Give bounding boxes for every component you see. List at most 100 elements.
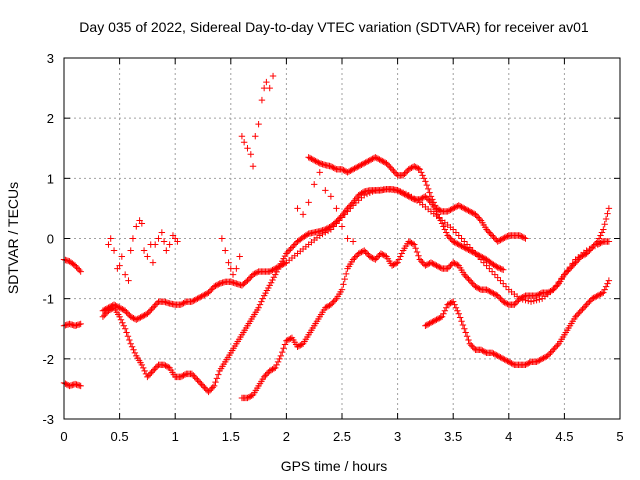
data-point [468, 248, 475, 255]
data-point [123, 329, 130, 336]
data-point [497, 295, 504, 302]
data-point [427, 193, 435, 200]
data-point [434, 205, 442, 213]
x-tick-label: 0 [60, 429, 67, 444]
data-point [266, 268, 273, 275]
data-point [144, 373, 151, 381]
data-point [355, 250, 362, 257]
data-point [582, 302, 589, 310]
data-point [545, 288, 553, 296]
data-point [433, 262, 440, 269]
data-point [338, 286, 346, 293]
data-point [366, 253, 373, 260]
data-point [192, 296, 200, 303]
data-point [347, 202, 354, 209]
data-point [329, 299, 336, 307]
data-point [463, 206, 471, 214]
data-point [266, 84, 273, 92]
data-point [454, 240, 461, 247]
data-point [470, 345, 478, 352]
data-point [584, 299, 592, 307]
data-point [249, 271, 257, 278]
data-point [597, 232, 604, 239]
data-point [215, 371, 222, 378]
data-point [554, 281, 561, 289]
data-point [426, 189, 433, 196]
data-point [552, 283, 560, 290]
data-point [570, 260, 578, 268]
data-point [117, 305, 125, 312]
data-point [455, 202, 462, 209]
data-point [177, 301, 184, 308]
data-point [455, 310, 462, 317]
data-point [440, 310, 447, 317]
data-point [465, 336, 472, 344]
data-point [423, 181, 430, 189]
data-point [312, 157, 319, 165]
data-point [306, 154, 314, 162]
data-point [341, 167, 348, 175]
data-point [165, 363, 172, 371]
data-point [180, 299, 187, 307]
data-point [116, 262, 123, 269]
data-point [472, 250, 479, 257]
data-point [242, 278, 250, 286]
data-point [309, 156, 317, 163]
data-point [462, 329, 469, 336]
data-point [465, 246, 472, 253]
data-point [561, 271, 568, 278]
data-point [494, 274, 501, 281]
data-point [520, 234, 528, 241]
grid-layer [64, 58, 620, 419]
data-point [518, 294, 525, 302]
data-point [591, 241, 599, 248]
data-point [577, 307, 585, 314]
data-point [205, 388, 212, 396]
data-point [445, 300, 453, 308]
data-point [163, 247, 170, 254]
data-point [602, 283, 610, 290]
data-point [313, 158, 321, 165]
data-point [158, 229, 166, 236]
data-point [398, 250, 405, 257]
data-point [117, 316, 125, 323]
data-point [279, 348, 286, 356]
data-point [436, 263, 443, 271]
data-point [589, 295, 596, 302]
data-point [495, 237, 503, 244]
data-point [276, 355, 283, 363]
data-point [452, 229, 460, 236]
data-point [273, 268, 280, 276]
data-point [406, 239, 414, 246]
data-point [452, 239, 460, 247]
data-point [419, 259, 426, 266]
data-point [77, 268, 84, 275]
data-point [468, 278, 475, 286]
series-2 [60, 379, 84, 390]
data-point [247, 151, 255, 158]
data-point [336, 215, 343, 222]
data-point [359, 160, 367, 168]
data-point [274, 265, 282, 273]
data-point [327, 193, 335, 200]
data-point [212, 378, 219, 386]
data-point [213, 281, 221, 289]
data-point [381, 252, 389, 259]
data-point [550, 286, 557, 293]
data-point [123, 309, 130, 316]
data-point [344, 235, 351, 242]
data-point [148, 369, 155, 376]
data-point [430, 260, 437, 268]
data-point [380, 251, 387, 259]
data-point [506, 359, 514, 366]
data-point [245, 393, 253, 401]
data-point [210, 283, 218, 290]
data-point [213, 375, 221, 382]
data-point [568, 263, 575, 271]
chart-title: Day 035 of 2022, Sidereal Day-to-day VTE… [79, 19, 589, 35]
x-tick-label: 0.5 [111, 429, 129, 444]
data-point [451, 239, 458, 246]
data-point [476, 285, 483, 293]
data-point [502, 357, 510, 364]
data-point [195, 378, 203, 385]
